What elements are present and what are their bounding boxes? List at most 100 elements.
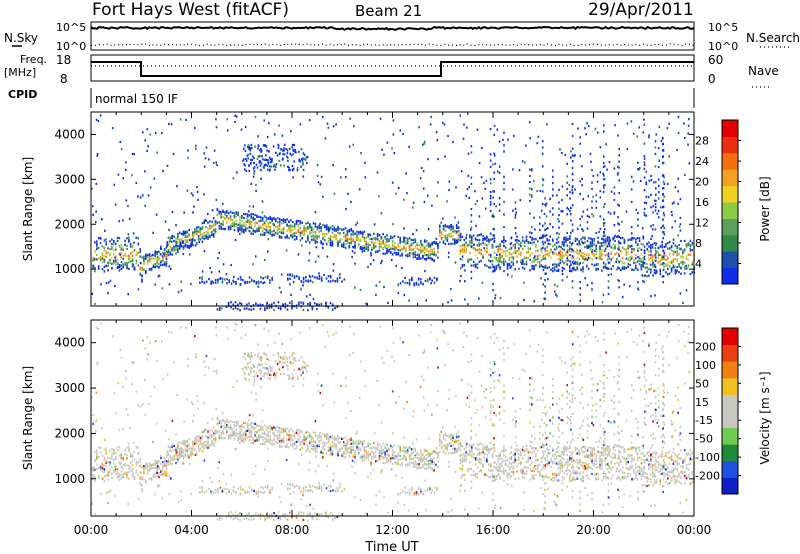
power-cell <box>209 224 211 227</box>
power-cell <box>318 230 320 233</box>
power-cell <box>563 248 565 251</box>
power-cell <box>290 228 292 231</box>
velocity-cell <box>282 440 285 443</box>
power-cell <box>271 219 273 222</box>
power-cell <box>273 133 276 136</box>
power-cell <box>661 240 663 243</box>
power-cell <box>301 237 303 240</box>
power-cell <box>233 225 236 228</box>
power-cell <box>257 147 259 150</box>
power-cell <box>333 192 336 195</box>
power-cell <box>533 300 535 303</box>
power-cell <box>291 307 293 310</box>
power-cell <box>674 272 677 275</box>
power-cell <box>128 261 130 264</box>
power-cell <box>254 230 256 233</box>
power-cell <box>346 230 349 233</box>
power-cell <box>246 217 249 220</box>
power-cell <box>341 245 343 248</box>
power-cell <box>397 245 400 248</box>
power-cell <box>566 175 568 178</box>
power-cell <box>470 220 473 223</box>
velocity-cell <box>124 452 126 456</box>
velocity-cell <box>239 435 241 438</box>
power-cell <box>508 258 511 261</box>
power-cell <box>667 273 669 276</box>
power-cell <box>674 251 677 254</box>
power-cell <box>461 265 464 268</box>
power-cell <box>510 253 513 256</box>
power-cell <box>120 264 123 267</box>
power-cell <box>391 147 393 150</box>
power-cell <box>625 251 628 254</box>
power-cell <box>186 239 189 242</box>
power-cell <box>615 260 617 264</box>
power-cell <box>637 249 639 252</box>
power-cell <box>606 168 608 171</box>
power-cell <box>614 244 616 247</box>
power-cell <box>474 238 477 241</box>
power-cell <box>240 278 242 281</box>
velocity-cell <box>99 446 102 449</box>
power-cell <box>275 225 277 228</box>
power-cell <box>118 245 121 248</box>
power-cell <box>554 283 556 286</box>
power-cell <box>237 307 239 311</box>
power-cell <box>143 257 145 260</box>
power-cell <box>492 228 494 231</box>
power-cell <box>107 292 109 295</box>
power-cell <box>167 236 170 239</box>
power-cell <box>558 220 560 223</box>
power-cell <box>225 305 228 308</box>
power-cell <box>478 233 481 237</box>
power-cell <box>258 228 260 231</box>
power-cell <box>339 231 341 235</box>
power-cell <box>549 223 551 226</box>
power-cell <box>199 232 202 235</box>
power-cell <box>167 249 170 252</box>
power-cell <box>314 240 317 243</box>
velocity-cell <box>173 444 175 447</box>
power-cell <box>365 240 368 243</box>
power-cell <box>350 236 352 239</box>
power-cell <box>476 257 479 260</box>
power-cell <box>635 267 637 270</box>
power-colorbar-tick-label: 28 <box>695 135 709 148</box>
power-cell <box>621 256 624 260</box>
power-cell <box>287 159 289 162</box>
power-cell <box>300 301 302 304</box>
power-cell <box>248 281 251 284</box>
power-cell <box>331 303 334 306</box>
power-cell <box>547 278 549 281</box>
power-cell <box>492 265 494 268</box>
velocity-cell <box>131 455 134 458</box>
power-cell <box>670 269 673 272</box>
power-cell <box>137 251 140 254</box>
velocity-cell <box>314 451 317 454</box>
power-cell <box>242 279 244 282</box>
power-cell <box>523 263 526 266</box>
power-cell <box>648 258 650 261</box>
power-cell <box>541 190 544 193</box>
power-cell <box>659 258 662 261</box>
power-cell <box>635 241 637 244</box>
power-cell <box>418 244 420 247</box>
power-cell <box>652 261 654 264</box>
power-cell <box>514 249 516 252</box>
power-cell <box>652 211 654 214</box>
power-cell <box>289 301 291 304</box>
velocity-cell <box>224 437 226 440</box>
power-cell <box>318 227 320 230</box>
power-cell <box>248 230 251 233</box>
power-cell <box>481 146 483 149</box>
power-panel-background <box>91 112 694 306</box>
power-cell <box>158 274 161 277</box>
velocity-cell <box>316 446 319 449</box>
velocity-cell <box>224 422 226 425</box>
power-cell <box>643 249 646 252</box>
power-cell <box>205 280 208 283</box>
power-cell <box>667 242 669 245</box>
velocity-cell <box>271 428 273 431</box>
power-cell <box>314 241 317 244</box>
